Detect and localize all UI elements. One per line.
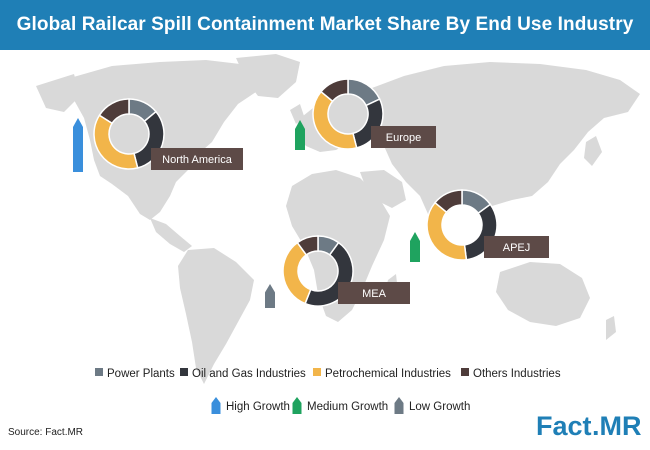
map-central-america <box>150 218 192 252</box>
legend-label-petrochemical-industries: Petrochemical Industries <box>325 368 451 380</box>
legend-item-power-plants: Power Plants <box>95 368 175 380</box>
logo-text-fact: Fact <box>536 411 592 441</box>
slice-north-america-others-industries <box>98 98 130 125</box>
region-label-box-north-america <box>151 148 243 170</box>
region-label-mea: MEA <box>362 288 387 300</box>
legend-label-medium-growth: Medium Growth <box>307 401 388 413</box>
growth-arrow-north-america <box>73 118 83 172</box>
legend-item-low-growth: Low Growth <box>394 397 470 414</box>
legend-swatch-power-plants <box>95 368 103 376</box>
region-label-apej: APEJ <box>503 242 531 254</box>
map-south-america <box>178 248 254 384</box>
map-new-zealand <box>606 316 616 340</box>
legend-label-others-industries: Others Industries <box>473 368 561 380</box>
legend-arrow-low-growth <box>394 397 404 414</box>
legend-label-high-growth: High Growth <box>226 401 290 413</box>
region-label-europe: Europe <box>386 132 421 144</box>
donut-mea: MEA <box>265 235 410 308</box>
slice-apej-others-industries <box>433 189 463 214</box>
slice-mea-others-industries <box>296 235 319 256</box>
donut-charts: North America Europe APEJ MEA <box>73 78 549 308</box>
region-label-box-europe <box>371 126 436 148</box>
map-australia <box>496 262 590 326</box>
donut-north-america: North America <box>73 98 243 172</box>
map-uk <box>290 104 304 124</box>
growth-arrow-europe <box>295 120 305 150</box>
slice-europe-others-industries <box>319 78 349 103</box>
region-label-north-america: North America <box>162 154 233 166</box>
legend-item-oil-and-gas-industries: Oil and Gas Industries <box>180 368 306 380</box>
map-asia <box>372 62 640 222</box>
legend-arrow-medium-growth <box>292 397 302 414</box>
legend-item-petrochemical-industries: Petrochemical Industries <box>313 368 451 380</box>
legend-swatch-others-industries <box>461 368 469 376</box>
legend-label-oil-and-gas-industries: Oil and Gas Industries <box>192 368 306 380</box>
map-greenland <box>236 54 300 98</box>
factmr-logo: Fact .MR <box>532 410 646 446</box>
map-middle-east <box>360 170 406 208</box>
legend-label-power-plants: Power Plants <box>107 368 175 380</box>
growth-arrow-mea <box>265 284 275 308</box>
source-note: Source: Fact.MR <box>8 427 84 438</box>
legend-arrow-high-growth <box>211 397 221 414</box>
growth-arrow-apej <box>410 232 420 262</box>
legend-swatch-petrochemical-industries <box>313 368 321 376</box>
legend-item-others-industries: Others Industries <box>461 368 561 380</box>
map-japan <box>584 136 602 166</box>
legend-item-high-growth: High Growth <box>211 397 290 414</box>
donut-apej: APEJ <box>410 189 549 262</box>
map-alaska <box>36 74 80 112</box>
region-label-box-apej <box>484 236 549 258</box>
title-bar <box>0 0 650 50</box>
logo-text-mr: .MR <box>592 411 642 441</box>
legend-item-medium-growth: Medium Growth <box>292 397 388 414</box>
legend-label-low-growth: Low Growth <box>409 401 470 413</box>
region-label-box-mea <box>338 282 410 304</box>
legend-swatch-oil-and-gas-industries <box>180 368 188 376</box>
donut-europe: Europe <box>295 78 436 150</box>
legend: Power Plants Oil and Gas Industries Petroc… <box>95 368 561 414</box>
